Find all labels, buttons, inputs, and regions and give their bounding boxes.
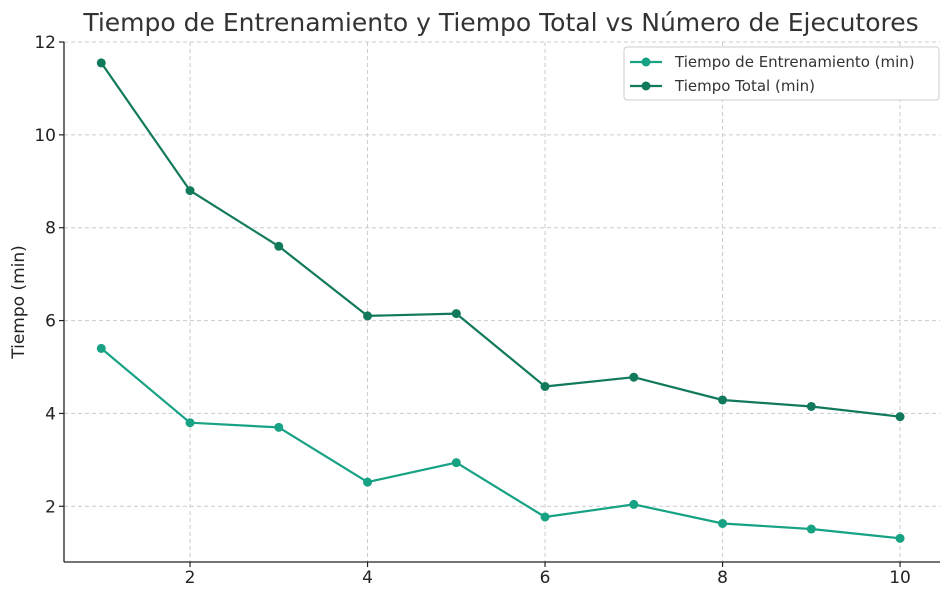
series-line xyxy=(100,347,901,540)
legend-box xyxy=(623,46,940,101)
data-point xyxy=(629,372,639,382)
legend-item: Tiempo de Entrenamiento (min) xyxy=(630,53,915,71)
y-tick-label: 6 xyxy=(45,312,56,332)
data-point xyxy=(806,401,816,411)
data-point xyxy=(274,422,284,432)
data-point xyxy=(451,309,461,319)
data-point xyxy=(540,512,550,522)
axes xyxy=(63,42,940,563)
x-tick-label: 8 xyxy=(717,568,728,588)
legend-items: Tiempo de Entrenamiento (min) Tiempo Tota… xyxy=(630,53,915,95)
data-point xyxy=(806,524,816,534)
data-point xyxy=(363,311,373,321)
data-point xyxy=(451,458,461,468)
y-axis-title: Tiempo (min) xyxy=(9,245,29,360)
legend: Tiempo de Entrenamiento (min) Tiempo Tota… xyxy=(623,46,940,101)
data-point xyxy=(185,186,195,196)
data-point xyxy=(895,533,905,543)
legend-label: Tiempo de Entrenamiento (min) xyxy=(674,53,915,71)
data-point xyxy=(629,499,639,509)
data-point xyxy=(363,477,373,487)
data-point xyxy=(96,343,106,353)
y-tick-label: 4 xyxy=(45,404,56,424)
y-tick-label: 8 xyxy=(45,219,56,239)
chart-title: Tiempo de Entrenamiento y Tiempo Total v… xyxy=(82,8,918,37)
data-point xyxy=(718,518,728,528)
grid xyxy=(64,41,940,562)
legend-swatch-marker xyxy=(641,81,651,91)
series-layer xyxy=(96,58,905,543)
y-tick-label: 12 xyxy=(34,33,56,53)
x-tick-label: 6 xyxy=(540,568,551,588)
x-axis-ticks: 2 4 6 8 10 xyxy=(185,562,911,588)
series-line xyxy=(100,62,901,418)
data-point xyxy=(718,395,728,405)
y-axis-ticks: 2 4 6 8 10 12 xyxy=(34,33,64,517)
series-1 xyxy=(96,343,905,543)
legend-label: Tiempo Total (min) xyxy=(674,77,815,95)
data-point xyxy=(895,412,905,422)
y-tick-label: 10 xyxy=(34,126,56,146)
data-point xyxy=(540,382,550,391)
y-tick-label: 2 xyxy=(45,497,56,517)
x-tick-label: 10 xyxy=(889,568,911,588)
x-tick-label: 2 xyxy=(185,568,196,588)
data-point xyxy=(185,418,195,428)
x-tick-label: 4 xyxy=(362,568,373,588)
legend-item: Tiempo Total (min) xyxy=(630,77,815,95)
series-2 xyxy=(96,58,905,422)
legend-swatch-marker xyxy=(641,57,651,67)
data-point xyxy=(96,58,106,68)
data-point xyxy=(274,241,284,251)
